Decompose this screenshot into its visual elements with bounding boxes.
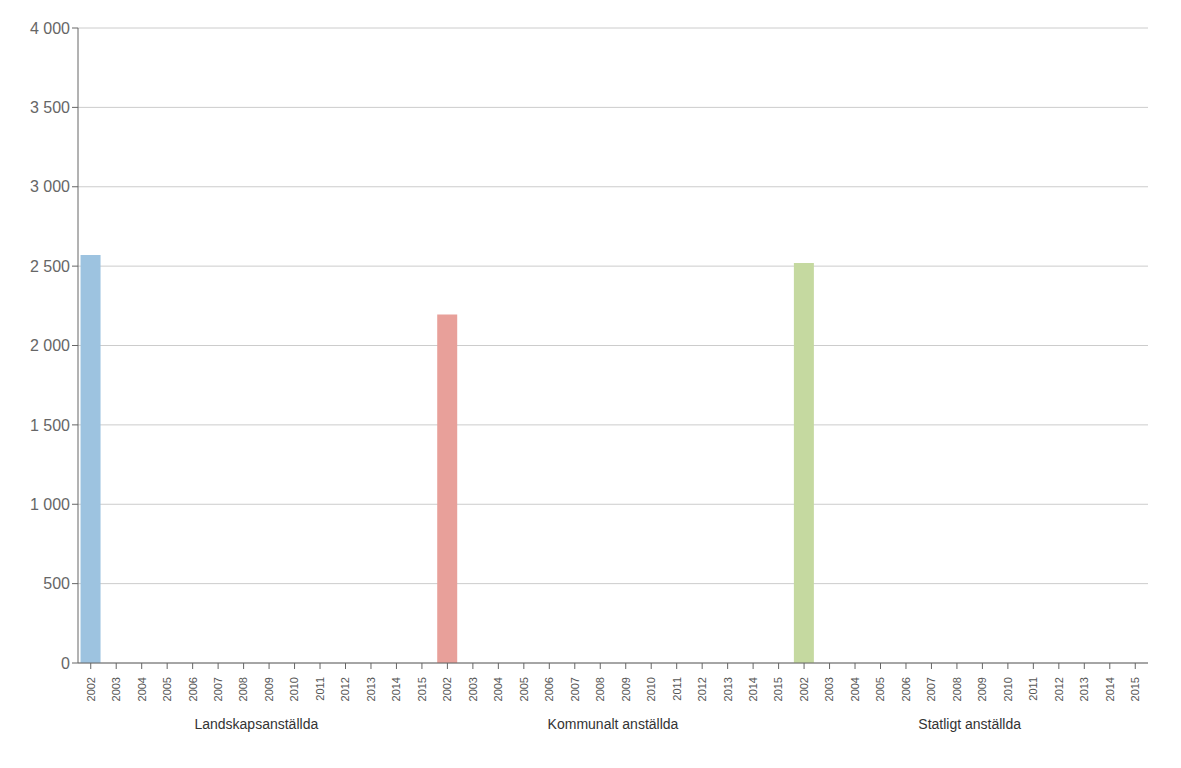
svg-text:2015: 2015 bbox=[772, 677, 784, 701]
svg-text:2009: 2009 bbox=[976, 677, 988, 701]
svg-text:2006: 2006 bbox=[900, 677, 912, 701]
svg-text:2007: 2007 bbox=[212, 677, 224, 701]
svg-text:2013: 2013 bbox=[1078, 677, 1090, 701]
svg-text:Kommunalt anställda: Kommunalt anställda bbox=[548, 716, 679, 732]
svg-text:4 000: 4 000 bbox=[30, 20, 70, 37]
svg-text:2011: 2011 bbox=[671, 677, 683, 701]
svg-text:2004: 2004 bbox=[136, 677, 148, 701]
svg-text:500: 500 bbox=[43, 575, 70, 592]
svg-text:2002: 2002 bbox=[798, 677, 810, 701]
svg-text:2 500: 2 500 bbox=[30, 258, 70, 275]
svg-text:2013: 2013 bbox=[721, 677, 733, 701]
svg-text:3 500: 3 500 bbox=[30, 99, 70, 116]
svg-text:2004: 2004 bbox=[492, 677, 504, 701]
svg-text:2 000: 2 000 bbox=[30, 337, 70, 354]
svg-text:2012: 2012 bbox=[339, 677, 351, 701]
svg-text:0: 0 bbox=[61, 655, 70, 672]
svg-text:2011: 2011 bbox=[314, 677, 326, 701]
svg-text:2015: 2015 bbox=[1129, 677, 1141, 701]
svg-text:2002: 2002 bbox=[85, 677, 97, 701]
svg-text:1 000: 1 000 bbox=[30, 496, 70, 513]
svg-text:2013: 2013 bbox=[365, 677, 377, 701]
svg-text:2014: 2014 bbox=[747, 677, 759, 701]
svg-text:Statligt anställda: Statligt anställda bbox=[918, 716, 1021, 732]
svg-text:2009: 2009 bbox=[620, 677, 632, 701]
svg-text:2012: 2012 bbox=[696, 677, 708, 701]
svg-text:2007: 2007 bbox=[925, 677, 937, 701]
svg-text:2007: 2007 bbox=[569, 677, 581, 701]
svg-text:2015: 2015 bbox=[416, 677, 428, 701]
svg-text:2003: 2003 bbox=[467, 677, 479, 701]
svg-text:2010: 2010 bbox=[645, 677, 657, 701]
svg-text:2010: 2010 bbox=[288, 677, 300, 701]
svg-text:Landskapsanställda: Landskapsanställda bbox=[194, 716, 318, 732]
svg-text:2005: 2005 bbox=[518, 677, 530, 701]
svg-text:2005: 2005 bbox=[161, 677, 173, 701]
svg-text:2008: 2008 bbox=[237, 677, 249, 701]
svg-text:2003: 2003 bbox=[110, 677, 122, 701]
svg-text:2010: 2010 bbox=[1002, 677, 1014, 701]
svg-text:3 000: 3 000 bbox=[30, 178, 70, 195]
svg-text:1 500: 1 500 bbox=[30, 417, 70, 434]
svg-text:2011: 2011 bbox=[1027, 677, 1039, 701]
svg-text:2014: 2014 bbox=[390, 677, 402, 701]
svg-text:2006: 2006 bbox=[186, 677, 198, 701]
svg-text:2006: 2006 bbox=[543, 677, 555, 701]
svg-text:2003: 2003 bbox=[823, 677, 835, 701]
svg-text:2008: 2008 bbox=[951, 677, 963, 701]
svg-text:2014: 2014 bbox=[1104, 677, 1116, 701]
svg-text:2009: 2009 bbox=[263, 677, 275, 701]
svg-text:2002: 2002 bbox=[441, 677, 453, 701]
svg-text:2004: 2004 bbox=[849, 677, 861, 701]
svg-text:2008: 2008 bbox=[594, 677, 606, 701]
svg-text:2012: 2012 bbox=[1053, 677, 1065, 701]
svg-text:2005: 2005 bbox=[874, 677, 886, 701]
